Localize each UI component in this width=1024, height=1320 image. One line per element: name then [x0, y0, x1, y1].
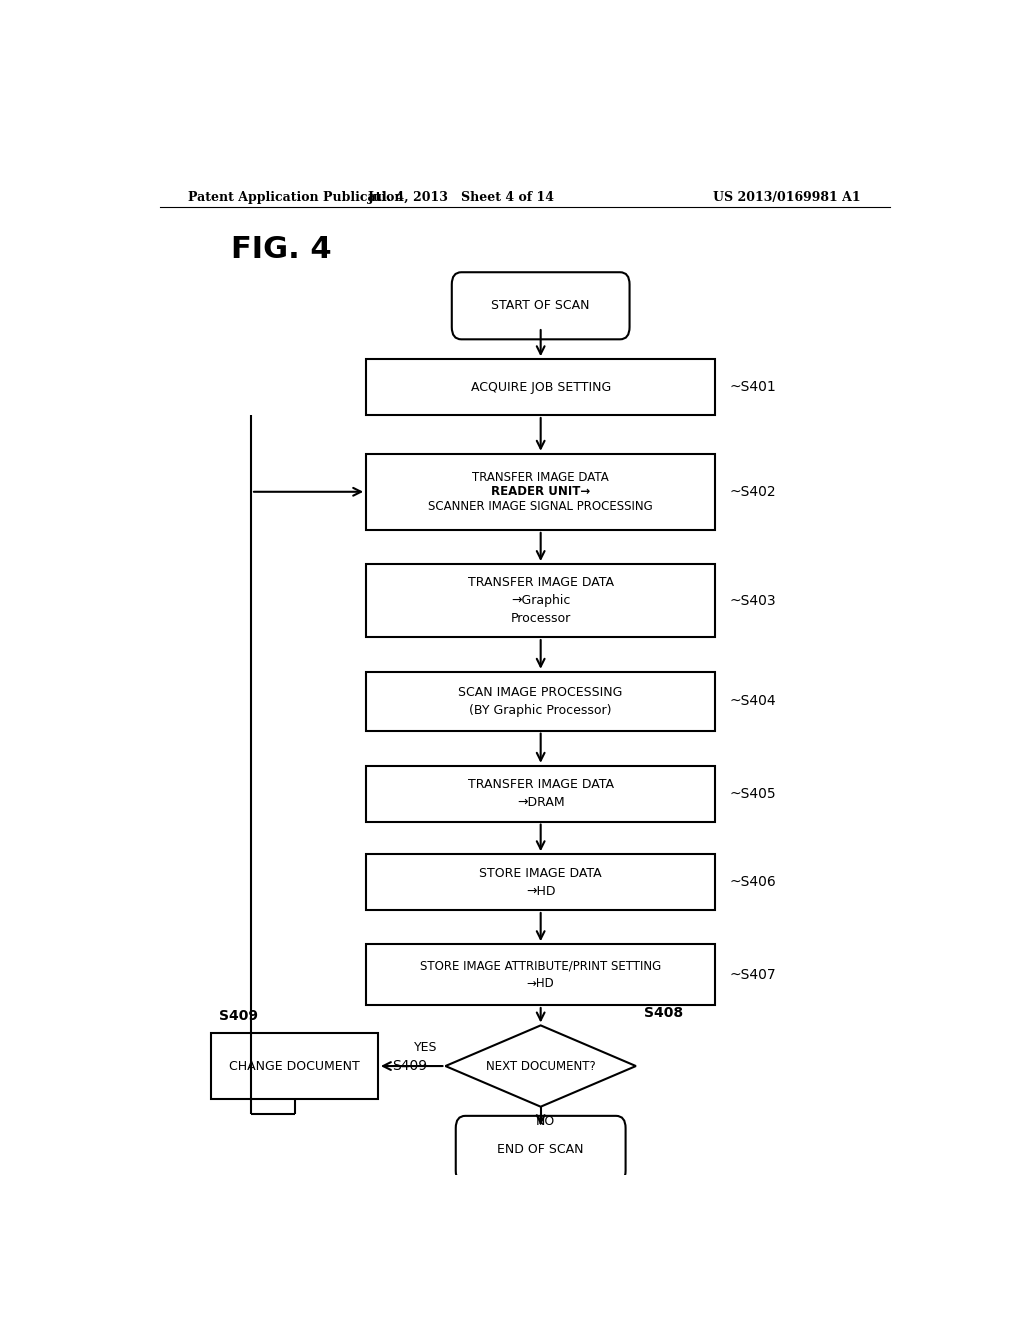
Text: S408: S408 — [644, 1006, 683, 1020]
Bar — [367, 672, 715, 731]
Text: ACQUIRE JOB SETTING: ACQUIRE JOB SETTING — [471, 380, 610, 393]
Text: ~S404: ~S404 — [729, 694, 776, 708]
Text: READER UNIT→: READER UNIT→ — [492, 486, 590, 498]
Text: STORE IMAGE DATA
→HD: STORE IMAGE DATA →HD — [479, 866, 602, 898]
Text: TRANSFER IMAGE DATA
→Graphic
Processor: TRANSFER IMAGE DATA →Graphic Processor — [468, 576, 613, 626]
FancyBboxPatch shape — [456, 1115, 626, 1183]
Text: STORE IMAGE ATTRIBUTE/PRINT SETTING
→HD: STORE IMAGE ATTRIBUTE/PRINT SETTING →HD — [420, 960, 662, 990]
Bar — [367, 359, 715, 414]
Text: FIG. 4: FIG. 4 — [231, 235, 332, 264]
Text: NO: NO — [536, 1115, 555, 1127]
Bar — [367, 854, 715, 909]
Text: Jul. 4, 2013   Sheet 4 of 14: Jul. 4, 2013 Sheet 4 of 14 — [368, 190, 555, 203]
Text: ~S403: ~S403 — [729, 594, 776, 607]
Bar — [367, 766, 715, 821]
Polygon shape — [445, 1026, 636, 1106]
Text: NEXT DOCUMENT?: NEXT DOCUMENT? — [485, 1060, 596, 1073]
Text: ~S405: ~S405 — [729, 787, 776, 801]
Text: END OF SCAN: END OF SCAN — [498, 1143, 584, 1156]
Text: S409: S409 — [392, 1059, 427, 1073]
Bar — [211, 1034, 378, 1100]
Text: TRANSFER IMAGE DATA
→DRAM: TRANSFER IMAGE DATA →DRAM — [468, 779, 613, 809]
Text: CHANGE DOCUMENT: CHANGE DOCUMENT — [229, 1060, 360, 1073]
FancyBboxPatch shape — [452, 272, 630, 339]
Text: Patent Application Publication: Patent Application Publication — [187, 190, 403, 203]
Text: START OF SCAN: START OF SCAN — [492, 300, 590, 313]
Text: ~S402: ~S402 — [729, 484, 776, 499]
Text: ~S401: ~S401 — [729, 380, 776, 395]
Text: US 2013/0169981 A1: US 2013/0169981 A1 — [713, 190, 860, 203]
Bar — [367, 564, 715, 638]
Bar — [367, 944, 715, 1005]
Text: ~S406: ~S406 — [729, 875, 776, 890]
Text: S409: S409 — [219, 1008, 258, 1023]
Text: ~S407: ~S407 — [729, 968, 776, 982]
Text: YES: YES — [414, 1041, 437, 1053]
Bar — [367, 454, 715, 529]
Text: SCANNER IMAGE SIGNAL PROCESSING: SCANNER IMAGE SIGNAL PROCESSING — [428, 499, 653, 512]
Text: SCAN IMAGE PROCESSING
(BY Graphic Processor): SCAN IMAGE PROCESSING (BY Graphic Proces… — [459, 685, 623, 717]
Text: TRANSFER IMAGE DATA: TRANSFER IMAGE DATA — [472, 471, 609, 484]
